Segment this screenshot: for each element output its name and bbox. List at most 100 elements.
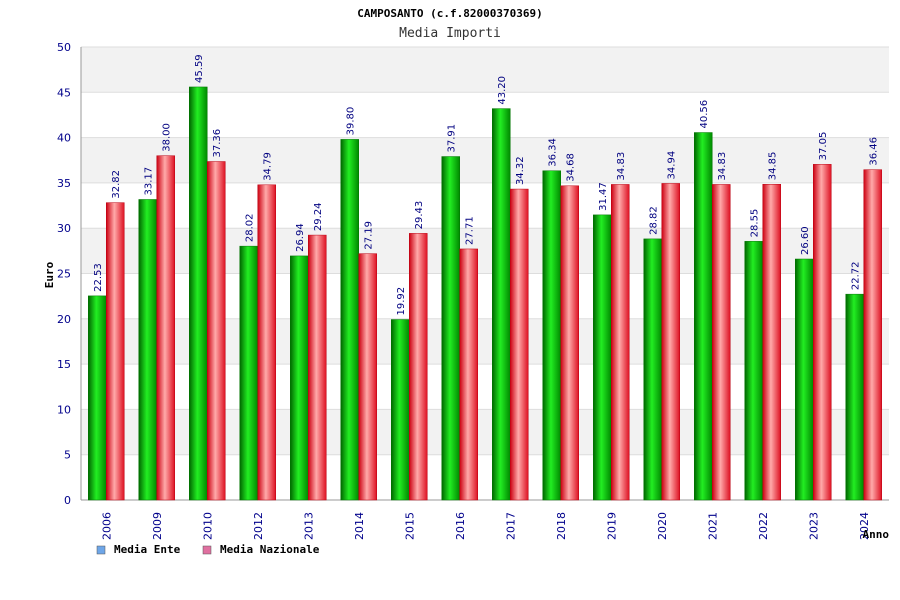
bar-media-ente (643, 238, 662, 501)
data-label: 38.00 (162, 123, 173, 152)
data-label: 37.05 (818, 132, 829, 161)
bar-media-ente (492, 108, 511, 501)
x-axis-ticks: 2006 2009 2010 2012 2013 2014 2015 2016 2017 2018… (100, 512, 871, 540)
data-label: 29.43 (414, 201, 425, 230)
legend: Media Ente Media Nazionale (96, 543, 320, 556)
data-label: 34.68 (566, 153, 577, 182)
y-tick-label: 35 (57, 177, 71, 190)
bar-media-ente (845, 293, 864, 501)
x-tick-label: 2014 (353, 512, 366, 540)
x-tick-label: 2015 (403, 512, 416, 540)
bar-media-ente (88, 295, 107, 501)
y-tick-label: 20 (57, 313, 71, 326)
data-label: 39.80 (346, 107, 357, 136)
plot-band (81, 92, 889, 138)
data-label: 28.02 (245, 213, 256, 242)
bar-media-nazionale (207, 161, 226, 501)
legend-swatch (96, 545, 106, 555)
data-label: 45.59 (194, 54, 205, 83)
bars (88, 86, 882, 501)
y-tick-label: 0 (64, 494, 71, 507)
data-label: 28.82 (649, 206, 660, 235)
data-label: 33.17 (144, 167, 155, 196)
bar-media-ente (189, 86, 208, 501)
x-tick-label: 2016 (454, 512, 467, 540)
data-label: 29.24 (313, 202, 324, 231)
y-tick-label: 45 (57, 86, 71, 99)
data-label: 22.72 (851, 262, 862, 291)
data-label: 26.60 (800, 226, 811, 255)
bar-media-nazionale (308, 234, 327, 501)
x-tick-label: 2013 (302, 512, 315, 540)
bar-media-ente (391, 319, 410, 501)
data-label: 34.94 (667, 151, 678, 180)
y-tick-label: 5 (64, 449, 71, 462)
bar-media-nazionale (762, 184, 781, 501)
bar-media-ente (593, 214, 612, 501)
y-tick-label: 10 (57, 403, 71, 416)
data-label: 19.92 (396, 287, 407, 316)
bar-media-ente (542, 170, 561, 501)
data-label: 43.20 (497, 76, 508, 105)
y-axis-ticks: 0 5 10 15 20 25 30 35 40 45 50 (57, 41, 71, 507)
x-tick-label: 2006 (100, 512, 113, 540)
data-label: 40.56 (699, 100, 710, 129)
y-tick-label: 25 (57, 268, 71, 281)
bar-media-ente (239, 245, 258, 501)
x-tick-label: 2023 (807, 512, 820, 540)
data-label: 34.79 (263, 152, 274, 181)
data-label: 31.47 (598, 182, 609, 211)
chart-title: CAMPOSANTO (c.f.82000370369) (357, 7, 542, 20)
data-label: 28.55 (750, 209, 761, 238)
y-tick-label: 15 (57, 358, 71, 371)
legend-label: Media Ente (114, 543, 181, 556)
data-label: 34.32 (515, 156, 526, 185)
legend-swatch (202, 545, 212, 555)
bar-media-nazionale (156, 155, 175, 501)
data-label: 37.36 (212, 129, 223, 158)
plot-band (81, 47, 889, 93)
bar-media-ente (744, 241, 763, 501)
data-label: 34.83 (616, 152, 627, 181)
bar-media-nazionale (358, 253, 377, 501)
data-label: 32.82 (111, 170, 122, 199)
y-tick-label: 40 (57, 132, 71, 145)
bar-media-nazionale (863, 169, 882, 501)
data-label: 36.46 (869, 137, 880, 166)
data-label: 22.53 (93, 263, 104, 292)
bar-media-nazionale (510, 188, 529, 501)
x-tick-label: 2019 (605, 512, 618, 540)
bar-media-nazionale (813, 164, 832, 501)
x-tick-label: 2024 (858, 512, 871, 540)
data-label: 27.71 (465, 216, 476, 245)
x-axis-label: Anno (863, 528, 890, 541)
legend-label: Media Nazionale (220, 543, 320, 556)
x-tick-label: 2022 (757, 512, 770, 540)
bar-media-nazionale (611, 184, 630, 501)
x-tick-label: 2009 (151, 512, 164, 540)
data-label: 26.94 (295, 223, 306, 252)
chart-subtitle: Media Importi (399, 26, 501, 41)
x-tick-label: 2018 (555, 512, 568, 540)
bar-media-nazionale (459, 248, 478, 501)
data-label: 27.19 (364, 221, 375, 250)
data-labels: 22.53 32.82 33.17 38.00 45.59 37.36 28.02 34.79… (93, 54, 880, 315)
y-tick-label: 50 (57, 41, 71, 54)
x-tick-label: 2020 (656, 512, 669, 540)
y-axis-label: Euro (43, 261, 56, 288)
bar-media-ente (138, 199, 157, 501)
bar-media-ente (441, 156, 460, 501)
data-label: 37.91 (447, 124, 458, 153)
x-tick-label: 2010 (201, 512, 214, 540)
bar-media-nazionale (661, 183, 680, 501)
bar-media-nazionale (409, 233, 428, 501)
bar-media-nazionale (712, 184, 731, 501)
data-label: 34.85 (768, 152, 779, 181)
bar-media-ente (340, 139, 359, 501)
bar-media-ente (694, 132, 713, 501)
x-tick-label: 2021 (706, 512, 719, 540)
bar-media-ente (795, 258, 814, 501)
bar-media-ente (290, 255, 309, 501)
x-tick-label: 2017 (504, 512, 517, 540)
